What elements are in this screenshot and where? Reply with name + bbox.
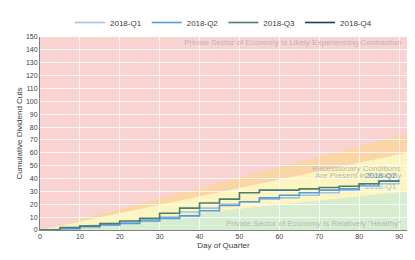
svg-text:40: 40 [30,175,38,182]
svg-text:10: 10 [30,214,38,221]
svg-text:50: 50 [236,233,244,240]
svg-text:Cumulative Dividend Cuts: Cumulative Dividend Cuts [15,87,24,179]
svg-text:2018-Q3: 2018-Q3 [263,19,295,28]
svg-text:Are Present in Economy: Are Present in Economy [315,171,401,180]
svg-text:Private Sector of Economy Is L: Private Sector of Economy Is Likely Expe… [184,38,401,47]
svg-text:70: 70 [30,136,38,143]
svg-text:30: 30 [30,188,38,195]
svg-text:80: 80 [355,233,363,240]
svg-text:90: 90 [30,111,38,118]
svg-text:Private Sector of Economy Is R: Private Sector of Economy Is Relatively … [226,219,401,228]
svg-text:120: 120 [26,72,38,79]
svg-text:80: 80 [30,124,38,131]
svg-text:130: 130 [26,59,38,66]
svg-text:110: 110 [26,85,37,92]
svg-text:50: 50 [30,162,38,169]
svg-text:0: 0 [38,233,42,240]
svg-text:Recessionary Conditions: Recessionary Conditions [312,164,401,173]
svg-text:2018-Q2: 2018-Q2 [365,171,397,180]
svg-text:40: 40 [196,233,204,240]
svg-text:2018-Q2: 2018-Q2 [187,19,219,28]
svg-text:0: 0 [34,226,38,233]
svg-text:150: 150 [26,33,38,40]
svg-text:20: 20 [30,201,38,208]
svg-text:Day of Quarter: Day of Quarter [197,241,250,250]
svg-text:2018-Q1: 2018-Q1 [110,19,142,28]
svg-text:30: 30 [156,233,164,240]
svg-text:2018-Q1: 2018-Q1 [365,182,397,191]
svg-text:20: 20 [116,233,124,240]
svg-text:60: 60 [275,233,283,240]
svg-text:100: 100 [26,98,38,105]
svg-text:2018-Q4: 2018-Q4 [340,19,372,28]
svg-text:140: 140 [26,46,38,53]
svg-text:10: 10 [76,233,84,240]
svg-text:90: 90 [395,233,403,240]
svg-text:70: 70 [315,233,323,240]
svg-text:60: 60 [30,149,38,156]
